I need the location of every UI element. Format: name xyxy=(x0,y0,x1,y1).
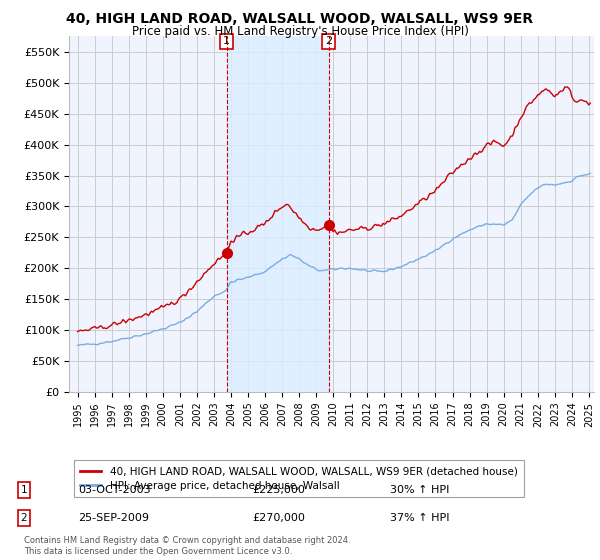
Legend: 40, HIGH LAND ROAD, WALSALL WOOD, WALSALL, WS9 9ER (detached house), HPI: Averag: 40, HIGH LAND ROAD, WALSALL WOOD, WALSAL… xyxy=(74,460,524,497)
Text: 1: 1 xyxy=(223,36,230,46)
Text: 30% ↑ HPI: 30% ↑ HPI xyxy=(390,485,449,495)
Text: 25-SEP-2009: 25-SEP-2009 xyxy=(78,513,149,523)
Text: 1: 1 xyxy=(20,485,28,495)
Text: £270,000: £270,000 xyxy=(252,513,305,523)
Text: 2: 2 xyxy=(20,513,28,523)
Bar xyxy=(227,36,329,392)
Text: Price paid vs. HM Land Registry's House Price Index (HPI): Price paid vs. HM Land Registry's House … xyxy=(131,25,469,38)
Text: £225,000: £225,000 xyxy=(252,485,305,495)
Text: 40, HIGH LAND ROAD, WALSALL WOOD, WALSALL, WS9 9ER: 40, HIGH LAND ROAD, WALSALL WOOD, WALSAL… xyxy=(67,12,533,26)
Text: 2: 2 xyxy=(325,36,332,46)
Text: 03-OCT-2003: 03-OCT-2003 xyxy=(78,485,151,495)
Text: 37% ↑ HPI: 37% ↑ HPI xyxy=(390,513,449,523)
Text: Contains HM Land Registry data © Crown copyright and database right 2024.
This d: Contains HM Land Registry data © Crown c… xyxy=(24,536,350,556)
